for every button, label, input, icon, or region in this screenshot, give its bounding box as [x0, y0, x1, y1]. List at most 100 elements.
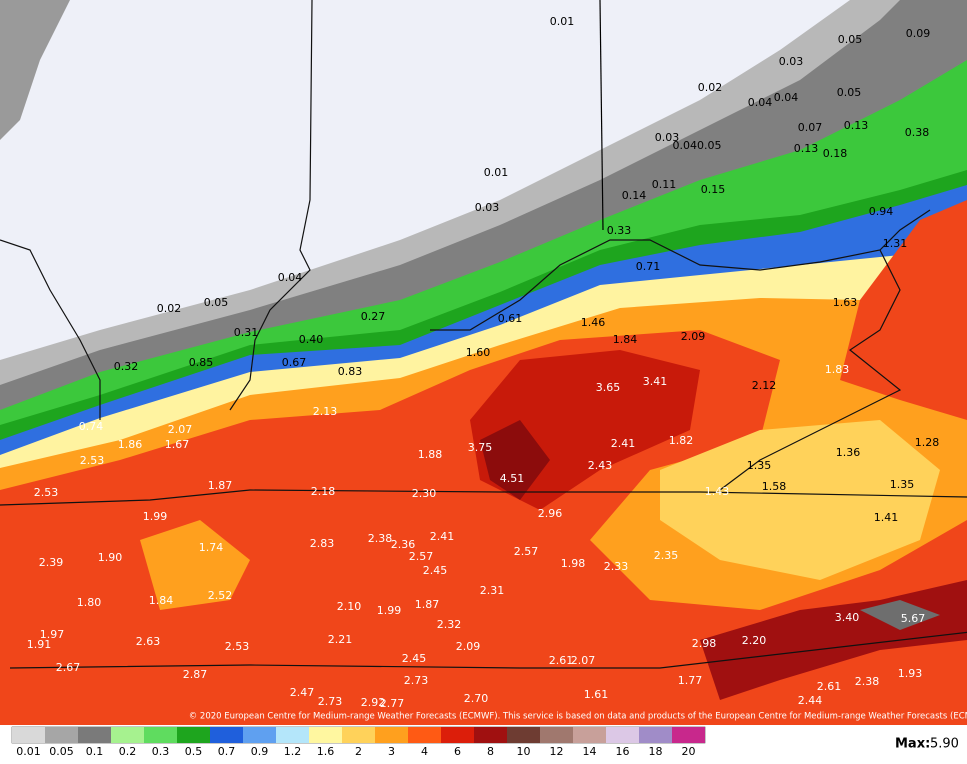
legend-label: 0.1 [86, 745, 104, 758]
map-value-label: 1.58 [762, 480, 787, 493]
map-value-label: 2.61 [817, 680, 842, 693]
map-value-label: 1.67 [165, 438, 190, 451]
legend-label: 0.9 [251, 745, 269, 758]
legend-label: 0.05 [49, 745, 74, 758]
map-value-label: 2.52 [208, 589, 233, 602]
legend-swatch [573, 727, 606, 743]
map-value-label: 0.38 [905, 126, 930, 139]
map-value-label: 1.98 [561, 557, 586, 570]
map-value-label: 2.31 [480, 584, 505, 597]
map-value-label: 1.93 [898, 667, 923, 680]
value-labels: 0.010.05 0.090.030.020.04 0.04 0.050.07 0.13… [27, 15, 940, 710]
map-value-label: 3.40 [835, 611, 860, 624]
map-value-label: 0.31 [234, 326, 259, 339]
map-value-label: 0.94 [869, 205, 894, 218]
map-value-label: 2.73 [404, 674, 429, 687]
map-value-label: 1.91 [27, 638, 52, 651]
legend-label: 10 [517, 745, 531, 758]
map-value-label: 2.09 [456, 640, 481, 653]
map-value-label: 1.77 [678, 674, 703, 687]
map-value-label: 0.02 [157, 302, 182, 315]
map-value-label: 2.13 [313, 405, 338, 418]
legend-label: 18 [649, 745, 663, 758]
map-value-label: 2.20 [742, 634, 767, 647]
legend-label: 1.6 [317, 745, 335, 758]
map-value-label: 0.15 [701, 183, 726, 196]
map-value-label: 2.98 [692, 637, 717, 650]
map-value-label: 0.09 [906, 27, 931, 40]
map-value-label: 0.67 [282, 356, 307, 369]
map-value-label: 2.07 [168, 423, 193, 436]
map-value-label: 0.04 [774, 91, 799, 104]
legend-label: 12 [550, 745, 564, 758]
legend-swatch [474, 727, 507, 743]
legend-swatch [177, 727, 210, 743]
map-value-label: 2.18 [311, 485, 336, 498]
map-value-label: 1.84 [613, 333, 638, 346]
legend-label: 4 [421, 745, 428, 758]
map-value-label: 2.47 [290, 686, 315, 699]
map-value-label: 2.41 [611, 437, 636, 450]
legend-swatch [12, 727, 45, 743]
map-value-label: 0.13 [844, 119, 869, 132]
legend-label: 2 [355, 745, 362, 758]
legend-label: 0.5 [185, 745, 203, 758]
legend-swatch [672, 727, 705, 743]
map-value-label: 1.43 [705, 485, 730, 498]
map-value-label: 1.87 [208, 479, 233, 492]
map-value-label: 1.46 [581, 316, 606, 329]
legend-swatch [210, 727, 243, 743]
map-value-label: 0.04 [748, 96, 773, 109]
map-value-label: 0.01 [484, 166, 509, 179]
map-value-label: 2.53 [225, 640, 250, 653]
map-value-label: 2.53 [80, 454, 105, 467]
map-value-label: 2.70 [464, 692, 489, 705]
legend-swatch [441, 727, 474, 743]
map-value-label: 2.39 [39, 556, 64, 569]
map-value-label: 0.33 [607, 224, 632, 237]
map-value-label: 1.74 [199, 541, 224, 554]
map-value-label: 2.38 [368, 532, 393, 545]
legend-swatch [408, 727, 441, 743]
map-value-label: 0.05 [204, 296, 229, 309]
legend: 0.01 0.05 0.1 0.2 0.3 0.5 0.7 0.9 1.2 1.6 2 3 4 6 8 10 1… [11, 726, 706, 758]
map-value-label: 2.73 [318, 695, 343, 708]
precip-fields [0, 0, 967, 725]
map-value-label: 2.35 [654, 549, 679, 562]
map-value-label: 0.01 [550, 15, 575, 28]
legend-swatch [111, 727, 144, 743]
legend-label: 0.7 [218, 745, 236, 758]
map-value-label: 1.63 [833, 296, 858, 309]
legend-label: 20 [682, 745, 696, 758]
map-value-label: 2.67 [56, 661, 81, 674]
map-value-label: 5.67 [901, 612, 926, 625]
credit: © 2020 European Centre for Medium-range … [189, 712, 967, 722]
map-value-label: 0.02 [698, 81, 723, 94]
map-value-label: 1.80 [77, 596, 102, 609]
legend-label: 8 [487, 745, 494, 758]
map-value-label: 1.35 [747, 459, 772, 472]
legend-label: 0.3 [152, 745, 170, 758]
map-value-label: 2.53 [34, 486, 59, 499]
max-value: 5.90 [930, 737, 959, 752]
map-value-label: 0.74 [79, 420, 104, 433]
legend-label: 0.01 [16, 745, 41, 758]
map-value-label: 2.12 [752, 379, 777, 392]
legend-swatch [45, 727, 78, 743]
map-value-label: 1.99 [377, 604, 402, 617]
map-value-label: 2.87 [183, 668, 208, 681]
map-value-label: 3.41 [643, 375, 668, 388]
map-value-label: 2.45 [423, 564, 448, 577]
map-value-label: 0.71 [636, 260, 661, 273]
map-value-label: 2.45 [402, 652, 427, 665]
legend-label: 16 [616, 745, 630, 758]
map-value-label: 0.07 [798, 121, 823, 134]
map-value-label: 2.57 [409, 550, 434, 563]
map-value-label: 2.30 [412, 487, 437, 500]
map-value-label: 2.21 [328, 633, 353, 646]
legend-swatch [606, 727, 639, 743]
map-value-label: 2.83 [310, 537, 335, 550]
map-value-label: 2.38 [855, 675, 880, 688]
